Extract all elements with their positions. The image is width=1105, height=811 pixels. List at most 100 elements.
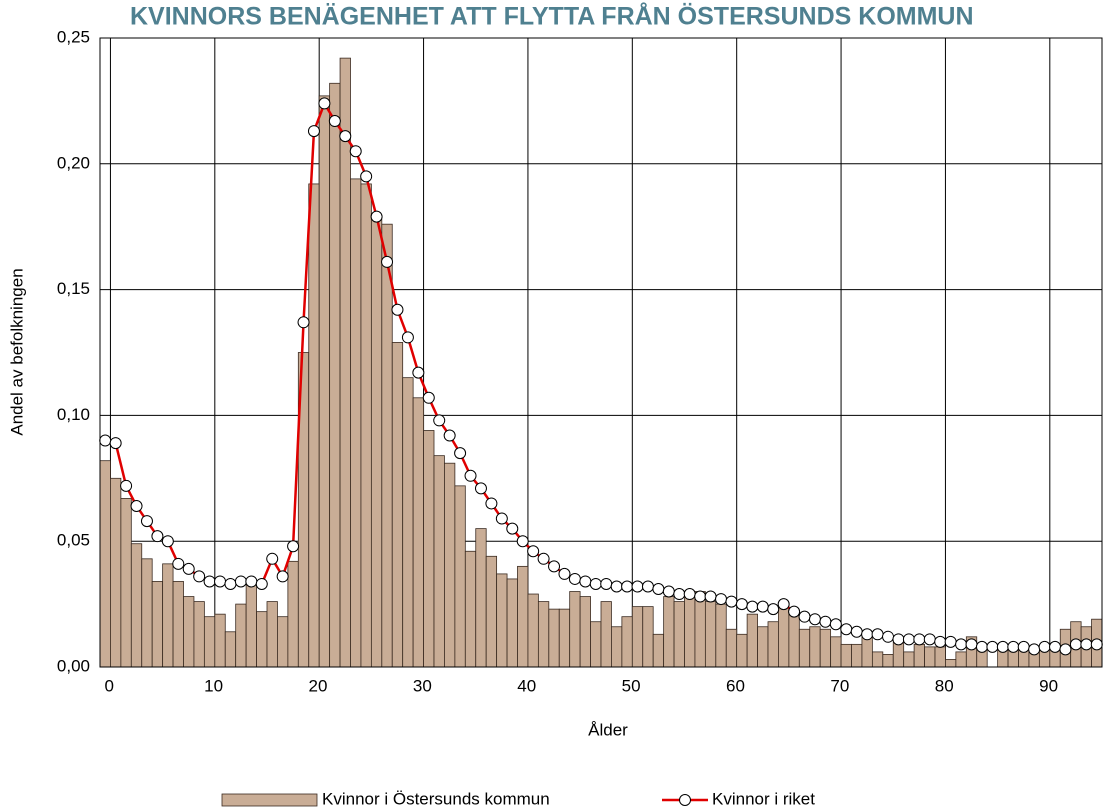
bar [475, 528, 487, 668]
x-tick-label: 80 [935, 676, 954, 695]
point [495, 512, 508, 525]
point [401, 331, 414, 344]
bar [558, 608, 571, 668]
bar [684, 596, 696, 668]
bar [120, 498, 132, 668]
point [130, 499, 143, 512]
point [850, 625, 863, 638]
bar [694, 591, 706, 668]
x-tick-label: 70 [830, 676, 849, 695]
point [412, 366, 425, 379]
point [193, 570, 206, 583]
point [1038, 640, 1051, 653]
bar [767, 621, 779, 668]
point [673, 588, 686, 601]
point [788, 605, 801, 618]
point [913, 633, 926, 646]
bar [736, 633, 748, 668]
point [662, 585, 675, 598]
bar [851, 643, 863, 668]
point [965, 638, 978, 651]
point [568, 572, 581, 585]
point [902, 633, 915, 646]
y-tick-label: 0,25 [57, 27, 90, 46]
point [600, 577, 613, 590]
point [161, 535, 174, 548]
legend-marker [679, 794, 691, 806]
point [381, 255, 394, 268]
x-tick-label: 40 [517, 676, 536, 695]
point [318, 97, 331, 110]
point [798, 610, 811, 623]
point [955, 638, 968, 651]
bar [485, 555, 498, 668]
bar [370, 218, 383, 668]
bar [809, 626, 821, 668]
legend-label: Kvinnor i Östersunds kommun [322, 789, 550, 808]
plot-frame [99, 37, 1103, 668]
bar [360, 183, 372, 668]
bar [548, 608, 560, 668]
point [777, 598, 790, 611]
x-tick-label: 50 [622, 676, 641, 695]
point [151, 530, 164, 543]
y-axis-label: Andel av befolkningen [7, 268, 26, 435]
point [631, 580, 644, 593]
point [506, 522, 519, 535]
bar [99, 460, 111, 668]
point [892, 633, 905, 646]
bar [235, 603, 247, 668]
bar [433, 455, 445, 668]
point [370, 210, 383, 223]
point [652, 583, 665, 596]
point [975, 640, 988, 653]
bar [725, 628, 738, 668]
point [99, 434, 112, 447]
legend-swatch [221, 793, 318, 807]
point [861, 628, 874, 641]
point [934, 635, 947, 648]
point [516, 535, 529, 548]
bar [517, 565, 529, 668]
y-tick-label: 0,00 [57, 656, 90, 675]
point [203, 575, 216, 588]
point [704, 590, 717, 603]
point [182, 562, 195, 575]
point [725, 595, 738, 608]
point [1069, 638, 1082, 651]
bar [652, 633, 665, 668]
point [996, 640, 1009, 653]
point [694, 590, 707, 603]
bar [892, 641, 905, 668]
x-tick-label: 0 [104, 676, 113, 695]
bar [746, 613, 758, 668]
bar [882, 654, 894, 668]
bar [172, 581, 184, 668]
bar [287, 560, 299, 668]
bar [277, 616, 289, 668]
x-tick-label: 10 [204, 676, 223, 695]
point [819, 615, 832, 628]
bar [402, 377, 414, 668]
bar [955, 651, 967, 668]
point [986, 640, 999, 653]
bar [266, 601, 278, 668]
point [349, 145, 362, 158]
line [104, 102, 1097, 651]
point [1049, 640, 1062, 653]
point [172, 557, 185, 570]
point [433, 414, 446, 427]
point [224, 577, 237, 590]
bar [256, 611, 268, 668]
bar [527, 593, 539, 668]
bar [778, 603, 790, 668]
point [1007, 640, 1020, 653]
bar [537, 601, 550, 668]
bar [203, 616, 216, 668]
point [944, 635, 957, 648]
point [297, 316, 310, 329]
bar [924, 646, 936, 668]
bar [861, 636, 873, 668]
bar [819, 628, 832, 668]
